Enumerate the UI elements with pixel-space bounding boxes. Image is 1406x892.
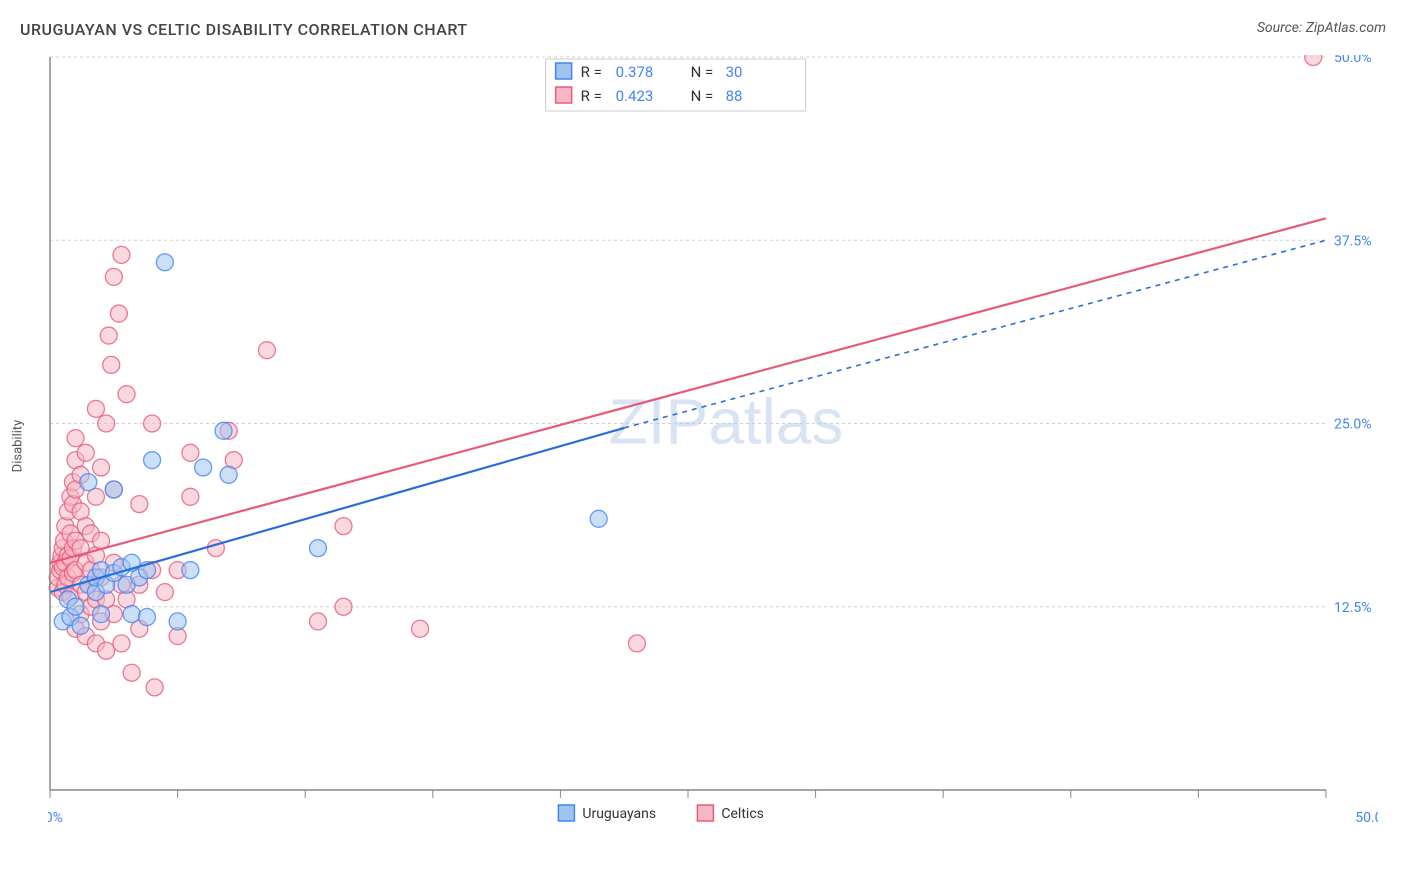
data-point: [105, 481, 122, 498]
data-point: [215, 422, 232, 439]
data-point: [220, 466, 237, 483]
y-tick-label: 37.5%: [1334, 233, 1372, 249]
data-point: [93, 606, 110, 623]
data-point: [258, 342, 275, 359]
data-point: [77, 444, 94, 461]
data-point: [144, 415, 161, 432]
data-point: [335, 518, 352, 535]
data-point: [412, 620, 429, 637]
y-tick-label: 50.0%: [1334, 55, 1372, 66]
data-point: [138, 609, 155, 626]
data-point: [590, 510, 607, 527]
data-point: [182, 488, 199, 505]
legend-n-value: 88: [726, 87, 743, 105]
source-attribution: Source: ZipAtlas.com: [1257, 20, 1386, 36]
regression-line: [50, 218, 1326, 563]
y-tick-label: 12.5%: [1334, 600, 1372, 616]
data-point: [67, 598, 84, 615]
x-tick-label: 50.0%: [1355, 810, 1378, 826]
data-point: [195, 459, 212, 476]
data-point: [144, 452, 161, 469]
bottom-legend-swatch: [697, 805, 713, 821]
bottom-legend-swatch: [558, 805, 574, 821]
y-axis-label: Disability: [11, 420, 26, 473]
data-point: [1305, 55, 1322, 66]
legend-r-value: 0.378: [616, 63, 654, 81]
legend-r-value: 0.423: [616, 87, 654, 105]
data-point: [123, 664, 140, 681]
data-point: [98, 642, 115, 659]
legend-n-value: 30: [726, 63, 743, 81]
scatter-chart: 12.5% 25.0% 37.5% 50.0% ZIPatlas 0.0% 50.0% R =…: [48, 55, 1378, 855]
y-tick-label: 25.0%: [1334, 417, 1372, 433]
data-point: [628, 635, 645, 652]
legend-n-label: N =: [691, 87, 714, 105]
bottom-legend-label: Celtics: [721, 806, 763, 822]
data-point: [335, 598, 352, 615]
data-point: [113, 246, 130, 263]
data-point: [103, 356, 120, 373]
data-point: [123, 606, 140, 623]
data-point: [72, 617, 89, 634]
data-point: [156, 254, 173, 271]
legend-swatch: [556, 63, 572, 79]
data-point: [309, 613, 326, 630]
data-point: [156, 584, 173, 601]
data-point: [131, 496, 148, 513]
data-point: [93, 459, 110, 476]
data-point: [169, 613, 186, 630]
legend-n-label: N =: [691, 63, 714, 81]
data-point: [146, 679, 163, 696]
legend-r-label: R =: [581, 87, 602, 105]
x-tick-label: 0.0%: [48, 810, 63, 826]
data-point: [105, 268, 122, 285]
watermark: ZIPatlas: [609, 385, 844, 457]
data-point: [182, 444, 199, 461]
data-point: [110, 305, 127, 322]
data-point: [67, 430, 84, 447]
data-point: [98, 415, 115, 432]
data-point: [87, 400, 104, 417]
data-point: [118, 386, 135, 403]
bottom-legend-label: Uruguayans: [582, 806, 656, 822]
data-point: [113, 635, 130, 652]
chart-title: URUGUAYAN VS CELTIC DISABILITY CORRELATI…: [20, 20, 468, 39]
data-point: [100, 327, 117, 344]
legend-r-label: R =: [581, 63, 602, 81]
data-point: [182, 562, 199, 579]
data-point: [309, 540, 326, 557]
chart-container: 12.5%25.0%37.5%50.0%ZIPatlas0.0%50.0%R =…: [48, 55, 1378, 815]
data-point: [80, 474, 97, 491]
legend-swatch: [556, 87, 572, 103]
